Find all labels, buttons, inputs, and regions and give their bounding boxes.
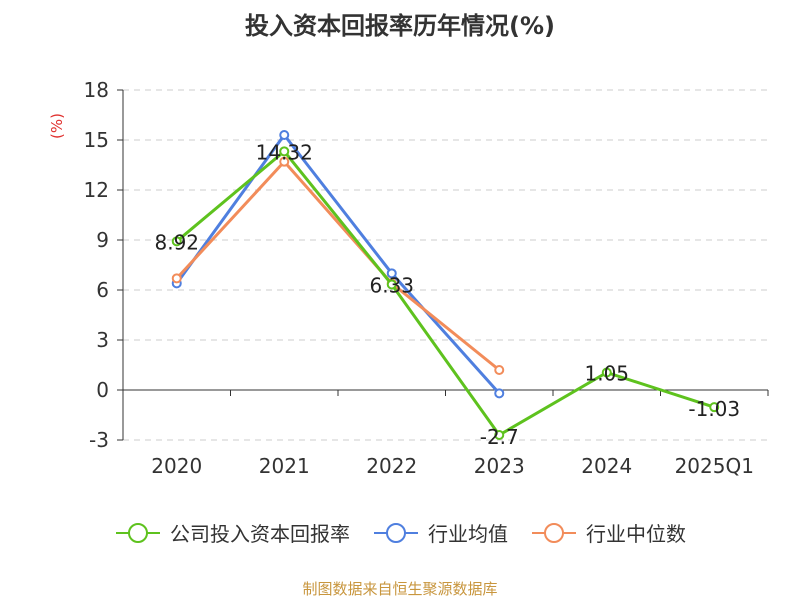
data-label: 1.05 — [584, 362, 629, 386]
x-tick-label: 2025Q1 — [675, 454, 754, 478]
data-labels: 8.92 14.32 6.33 -2.7 1.05 -1.03 — [154, 140, 740, 449]
data-point — [494, 388, 505, 399]
legend-item[interactable]: 公司投入资本回报率 — [114, 518, 350, 547]
series-line — [175, 160, 501, 372]
source-note: 制图数据来自恒生聚源数据库 — [302, 580, 498, 598]
series-line — [175, 133, 501, 395]
series — [171, 130, 720, 440]
y-tick-label: 0 — [96, 378, 109, 402]
data-point — [494, 430, 505, 440]
x-tick-label: 2024 — [581, 454, 632, 478]
data-point — [601, 367, 612, 378]
data-label: -1.03 — [688, 397, 740, 421]
data-label: 14.32 — [256, 140, 313, 164]
data-point — [279, 130, 290, 140]
data-point — [279, 146, 290, 157]
legend-circle — [386, 522, 406, 543]
axes: -3 0 3 6 9 12 15 18 2020 2021 2022 2023 2024 2025Q1 — [84, 78, 769, 478]
x-tick-label: 2023 — [474, 454, 525, 478]
legend-item[interactable]: 行业中位数 — [530, 518, 686, 547]
y-tick-label: 3 — [96, 328, 109, 352]
data-label: 8.92 — [154, 230, 199, 254]
legend-label: 公司投入资本回报率 — [170, 522, 350, 546]
series-line — [175, 149, 715, 437]
data-point — [494, 365, 505, 375]
legend-marker-icon — [116, 522, 160, 543]
legend-marker-icon — [532, 522, 576, 543]
y-tick-label: 15 — [84, 128, 109, 152]
legend-label: 行业中位数 — [586, 522, 686, 546]
y-tick-label: 9 — [96, 228, 109, 252]
data-point — [171, 273, 182, 284]
y-tick-label: 6 — [96, 278, 109, 302]
legend-marker-icon — [374, 522, 418, 543]
data-point — [709, 402, 720, 413]
y-axis-label: (%) — [48, 113, 66, 139]
y-tick-label: -3 — [89, 428, 109, 452]
legend-label: 行业均值 — [428, 522, 508, 546]
legend-circle — [128, 522, 148, 543]
data-point — [171, 236, 182, 247]
data-label: 6.33 — [369, 274, 414, 298]
data-point — [386, 279, 397, 290]
y-tick-label: 12 — [84, 178, 109, 202]
data-point — [386, 268, 397, 279]
x-tick-label: 2020 — [151, 454, 202, 478]
data-point — [279, 156, 290, 167]
legend-item[interactable]: 行业均值 — [372, 518, 508, 547]
chart-title: 投入资本回报率历年情况(%) — [245, 12, 555, 40]
x-tick-label: 2021 — [259, 454, 310, 478]
legend: 公司投入资本回报率 行业均值 行业中位数 — [0, 518, 800, 547]
data-label: -2.7 — [480, 425, 519, 449]
legend-circle — [544, 522, 564, 543]
grid-lines — [123, 89, 768, 441]
y-tick-label: 18 — [84, 78, 109, 102]
x-tick-label: 2022 — [366, 454, 417, 478]
